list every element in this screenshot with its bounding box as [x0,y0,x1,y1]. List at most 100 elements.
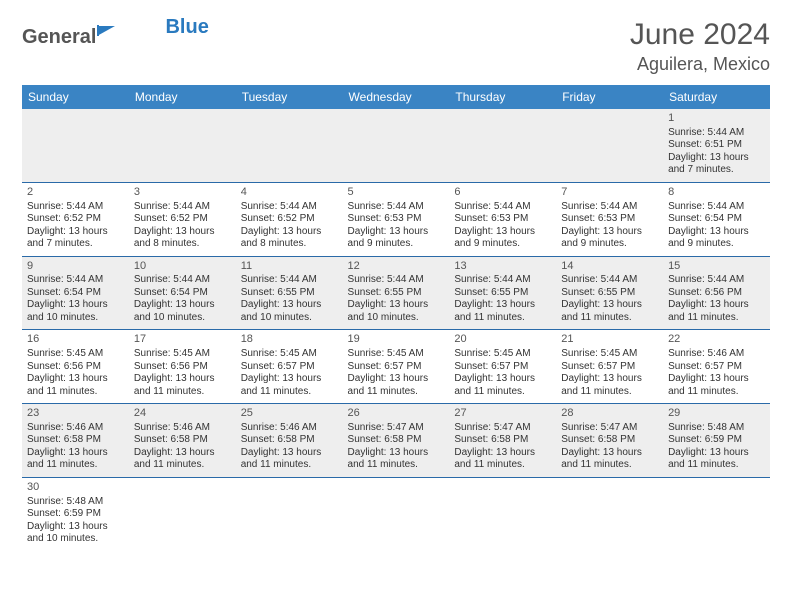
calendar-day-cell: 4Sunrise: 5:44 AMSunset: 6:52 PMDaylight… [236,182,343,256]
sunset-text: Sunset: 6:52 PM [241,213,338,226]
sunset-text: Sunset: 6:52 PM [134,213,231,226]
sunset-text: Sunset: 6:56 PM [27,361,124,374]
daylight-text: and 11 minutes. [27,459,124,472]
daylight-text: and 10 minutes. [134,312,231,325]
calendar-day-cell: 25Sunrise: 5:46 AMSunset: 6:58 PMDayligh… [236,404,343,478]
day-number: 22 [668,333,765,347]
calendar-day-cell: 30Sunrise: 5:48 AMSunset: 6:59 PMDayligh… [22,477,129,550]
sunrise-text: Sunrise: 5:45 AM [134,348,231,361]
day-number: 7 [561,186,658,200]
calendar-day-cell [449,109,556,182]
day-number: 20 [454,333,551,347]
daylight-text: and 9 minutes. [348,238,445,251]
day-number: 19 [348,333,445,347]
daylight-text: and 10 minutes. [241,312,338,325]
weekday-header: Tuesday [236,85,343,109]
sunrise-text: Sunrise: 5:44 AM [668,201,765,214]
weekday-header: Monday [129,85,236,109]
sunrise-text: Sunrise: 5:44 AM [561,274,658,287]
sunrise-text: Sunrise: 5:47 AM [561,422,658,435]
daylight-text: Daylight: 13 hours [348,299,445,312]
daylight-text: Daylight: 13 hours [134,447,231,460]
day-number: 28 [561,407,658,421]
page-subtitle: Aguilera, Mexico [630,54,770,75]
sunset-text: Sunset: 6:55 PM [561,287,658,300]
daylight-text: and 10 minutes. [348,312,445,325]
day-number: 27 [454,407,551,421]
sunrise-text: Sunrise: 5:44 AM [454,274,551,287]
daylight-text: Daylight: 13 hours [27,226,124,239]
weekday-header: Thursday [449,85,556,109]
sunrise-text: Sunrise: 5:46 AM [27,422,124,435]
sunrise-text: Sunrise: 5:45 AM [454,348,551,361]
daylight-text: and 11 minutes. [134,386,231,399]
daylight-text: Daylight: 13 hours [668,226,765,239]
daylight-text: Daylight: 13 hours [27,521,124,534]
sunrise-text: Sunrise: 5:44 AM [134,274,231,287]
daylight-text: and 7 minutes. [27,238,124,251]
daylight-text: and 11 minutes. [561,459,658,472]
day-number: 17 [134,333,231,347]
calendar-day-cell: 15Sunrise: 5:44 AMSunset: 6:56 PMDayligh… [663,256,770,330]
day-number: 6 [454,186,551,200]
sunrise-text: Sunrise: 5:44 AM [241,201,338,214]
calendar-day-cell [129,477,236,550]
day-number: 13 [454,260,551,274]
daylight-text: Daylight: 13 hours [134,226,231,239]
daylight-text: Daylight: 13 hours [561,373,658,386]
calendar-day-cell [22,109,129,182]
daylight-text: and 8 minutes. [241,238,338,251]
calendar-day-cell: 10Sunrise: 5:44 AMSunset: 6:54 PMDayligh… [129,256,236,330]
sunrise-text: Sunrise: 5:44 AM [27,201,124,214]
logo-text-blue: Blue [165,16,208,39]
daylight-text: and 11 minutes. [241,386,338,399]
sunrise-text: Sunrise: 5:45 AM [348,348,445,361]
daylight-text: Daylight: 13 hours [454,299,551,312]
calendar-day-cell: 24Sunrise: 5:46 AMSunset: 6:58 PMDayligh… [129,404,236,478]
daylight-text: Daylight: 13 hours [561,447,658,460]
title-block: June 2024 Aguilera, Mexico [630,18,770,75]
sunset-text: Sunset: 6:51 PM [668,139,765,152]
calendar-day-cell: 29Sunrise: 5:48 AMSunset: 6:59 PMDayligh… [663,404,770,478]
sunset-text: Sunset: 6:53 PM [561,213,658,226]
sunset-text: Sunset: 6:55 PM [241,287,338,300]
sunset-text: Sunset: 6:55 PM [454,287,551,300]
page-title: June 2024 [630,18,770,52]
sunset-text: Sunset: 6:58 PM [454,434,551,447]
daylight-text: Daylight: 13 hours [241,226,338,239]
daylight-text: Daylight: 13 hours [561,226,658,239]
calendar-day-cell: 20Sunrise: 5:45 AMSunset: 6:57 PMDayligh… [449,330,556,404]
daylight-text: Daylight: 13 hours [454,373,551,386]
calendar-week-row: 16Sunrise: 5:45 AMSunset: 6:56 PMDayligh… [22,330,770,404]
day-number: 16 [27,333,124,347]
calendar-day-cell [663,477,770,550]
calendar-day-cell: 19Sunrise: 5:45 AMSunset: 6:57 PMDayligh… [343,330,450,404]
daylight-text: Daylight: 13 hours [348,226,445,239]
calendar-week-row: 30Sunrise: 5:48 AMSunset: 6:59 PMDayligh… [22,477,770,550]
sunrise-text: Sunrise: 5:48 AM [27,496,124,509]
sunset-text: Sunset: 6:58 PM [134,434,231,447]
day-number: 29 [668,407,765,421]
daylight-text: Daylight: 13 hours [454,226,551,239]
day-number: 24 [134,407,231,421]
day-number: 5 [348,186,445,200]
sunrise-text: Sunrise: 5:45 AM [241,348,338,361]
day-number: 15 [668,260,765,274]
daylight-text: Daylight: 13 hours [668,152,765,165]
calendar-day-cell [343,109,450,182]
calendar-day-cell: 8Sunrise: 5:44 AMSunset: 6:54 PMDaylight… [663,182,770,256]
logo-flag-icon [97,22,117,41]
calendar-day-cell: 5Sunrise: 5:44 AMSunset: 6:53 PMDaylight… [343,182,450,256]
calendar-day-cell [129,109,236,182]
daylight-text: and 11 minutes. [454,459,551,472]
calendar-day-cell: 21Sunrise: 5:45 AMSunset: 6:57 PMDayligh… [556,330,663,404]
calendar-table: Sunday Monday Tuesday Wednesday Thursday… [22,85,770,551]
sunrise-text: Sunrise: 5:47 AM [454,422,551,435]
calendar-day-cell: 12Sunrise: 5:44 AMSunset: 6:55 PMDayligh… [343,256,450,330]
calendar-day-cell: 26Sunrise: 5:47 AMSunset: 6:58 PMDayligh… [343,404,450,478]
sunset-text: Sunset: 6:56 PM [134,361,231,374]
logo: General Blue [22,18,209,49]
sunset-text: Sunset: 6:59 PM [27,508,124,521]
day-number: 18 [241,333,338,347]
weekday-header-row: Sunday Monday Tuesday Wednesday Thursday… [22,85,770,109]
